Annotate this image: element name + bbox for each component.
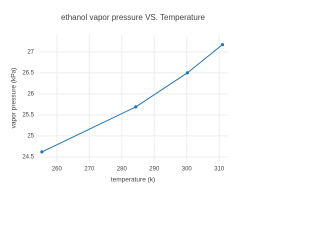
point — [134, 105, 138, 109]
point — [220, 43, 225, 47]
x-axis-title: temperature (k) — [111, 177, 155, 184]
y-tick-label: 26 — [27, 91, 34, 97]
y-axis-title: vapor pressure (kPa) — [11, 68, 18, 129]
y-tick-label: 25 — [27, 134, 34, 140]
y-tick-label: 27 — [27, 49, 34, 55]
y-tick-label: 25.5 — [22, 112, 34, 118]
x-tick-label: 260 — [52, 167, 63, 173]
chart-title: ethanol vapor pressure VS. Temperature — [61, 13, 205, 22]
x-tick-label: 300 — [182, 167, 193, 173]
x-tick-label: 280 — [117, 167, 128, 173]
y-tick-label: 26.5 — [22, 70, 34, 76]
point — [40, 150, 44, 154]
y-tick-label: 24.5 — [22, 155, 34, 161]
point — [185, 71, 190, 75]
chart: ethanol vapor pressure VS. Temperature t… — [11, 13, 228, 184]
line — [41, 44, 223, 153]
x-tick-label: 310 — [214, 167, 225, 173]
x-tick-label: 290 — [149, 167, 160, 173]
x-tick-label: 270 — [84, 167, 95, 173]
